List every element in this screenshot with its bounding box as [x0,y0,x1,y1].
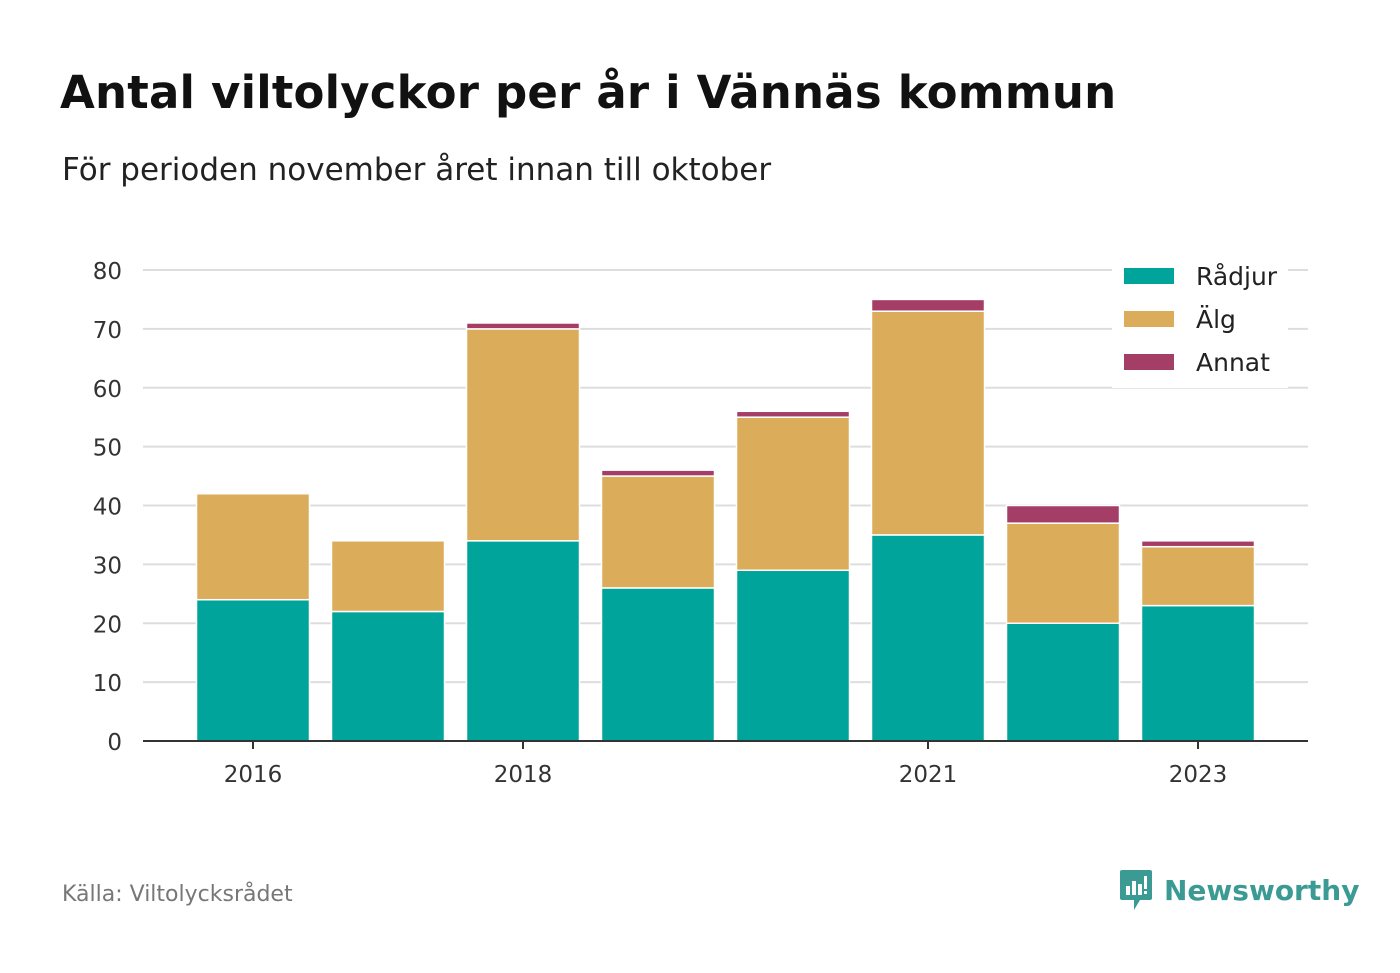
bar-Annat-2020 [735,410,851,418]
bar-Annat-2023 [1140,540,1256,548]
bar-Älg-2020 [735,416,851,572]
bar-Rådjur-2023 [1140,604,1256,742]
bar-Rådjur-2018 [465,540,581,742]
bar-Rådjur-2016 [195,598,311,742]
x-axis: 2016 2018 2021 2023 [143,740,1308,788]
bar-Älg-2016 [195,492,311,601]
x-tick-label: 2018 [494,762,553,788]
legend-label-Annat: Annat [1196,348,1270,377]
bar-stack-2016 [195,492,311,742]
bar-Annat-2021 [870,298,986,312]
y-tick-label: 0 [107,730,122,756]
x-tick-label: 2023 [1169,762,1228,788]
bar-stack-2023 [1140,540,1256,742]
bars [195,298,1256,742]
bar-Annat-2019 [600,469,716,477]
chart-title: Antal viltolyckor per år i Vännäs kommun [60,66,1117,119]
y-tick-label: 30 [93,553,122,579]
legend-swatch-Älg [1124,311,1174,327]
bar-stack-2019 [600,469,716,742]
y-tick-label: 10 [93,671,122,697]
legend-label-Älg: Älg [1196,305,1236,334]
bar-stack-2021 [870,298,986,742]
source-note: Källa: Viltolycksrådet [62,882,293,907]
y-tick-label: 50 [93,436,122,462]
bar-stack-2017 [330,540,446,742]
bar-Älg-2019 [600,475,716,589]
bar-stack-2020 [735,410,851,742]
brand-logo: Newsworthy [1118,868,1359,912]
newsworthy-logo-icon [1120,870,1152,910]
legend-swatch-Annat [1124,354,1174,370]
bar-Älg-2021 [870,310,986,536]
bar-Älg-2023 [1140,545,1256,607]
bar-Rådjur-2021 [870,534,986,742]
y-tick-label: 40 [93,495,122,521]
y-tick-label: 80 [93,259,122,285]
bar-Älg-2022 [1005,522,1121,624]
bar-Rådjur-2020 [735,569,851,742]
bar-Rådjur-2019 [600,587,716,742]
legend: Rådjur Älg Annat [1112,252,1288,388]
y-axis-tick-labels: 0 10 20 30 40 50 60 70 80 [93,259,122,756]
bar-Rådjur-2017 [330,610,446,742]
legend-swatch-Rådjur [1124,268,1174,284]
y-tick-label: 70 [93,318,122,344]
x-tick-label: 2021 [899,762,958,788]
bar-stack-2018 [465,322,581,742]
bar-Älg-2017 [330,540,446,613]
brand-name: Newsworthy [1164,873,1360,907]
y-tick-label: 20 [93,612,122,638]
x-tick-label: 2016 [224,762,283,788]
bar-Annat-2018 [465,322,581,330]
bar-Rådjur-2022 [1005,622,1121,742]
bar-Älg-2018 [465,328,581,542]
legend-label-Rådjur: Rådjur [1196,262,1278,291]
bar-stack-2022 [1005,504,1121,742]
y-tick-label: 60 [93,377,122,403]
bar-Annat-2022 [1005,504,1121,524]
chart-subtitle: För perioden november året innan till ok… [62,152,772,188]
